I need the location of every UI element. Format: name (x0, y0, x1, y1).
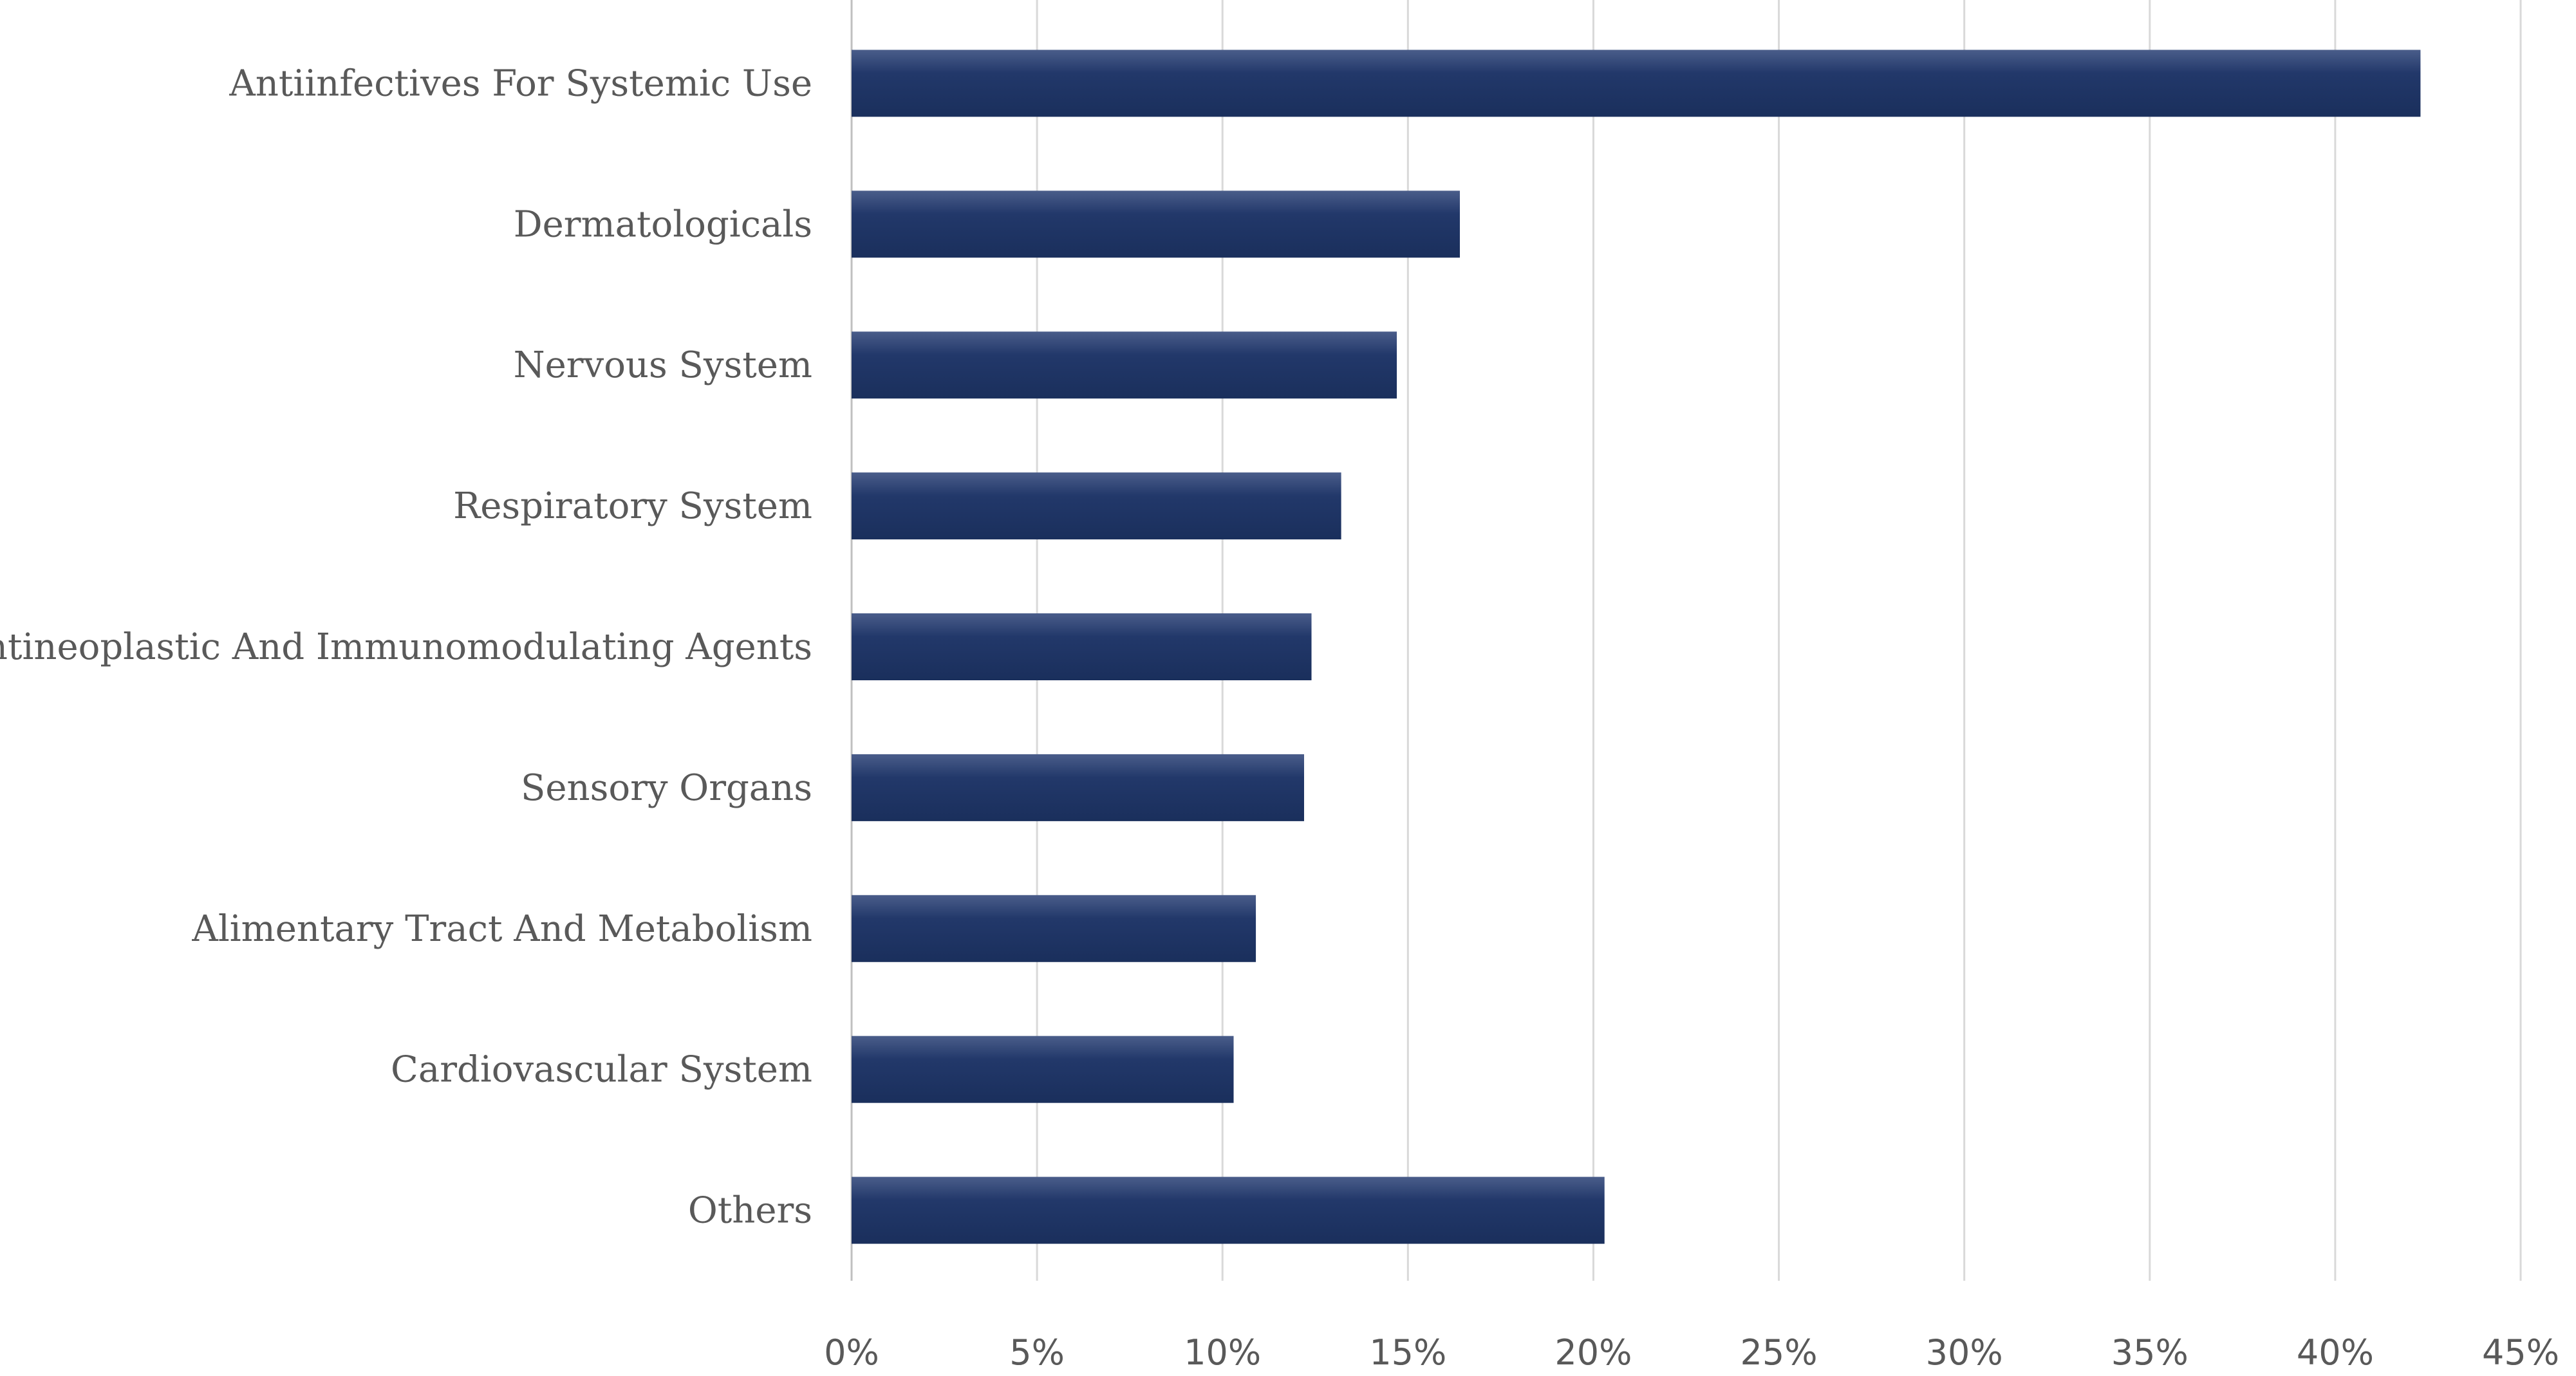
bar (852, 754, 1304, 821)
bar (852, 1176, 1605, 1244)
category-label: Antineoplastic And Immunomodulating Agen… (0, 626, 812, 668)
bar (852, 191, 1461, 258)
bar (852, 895, 1256, 962)
x-tick-label: 5% (1009, 1332, 1065, 1373)
bar (852, 50, 2421, 117)
x-tick-label: 0% (824, 1332, 879, 1373)
x-tick-label: 10% (1184, 1332, 1261, 1373)
category-label: Others (688, 1190, 812, 1232)
x-axis-ticks: 0% 5% 10% 15% 20% 25% 30% 35% 40% 45% (824, 1332, 2559, 1373)
x-tick-label: 20% (1554, 1332, 1632, 1373)
bars (852, 50, 2421, 1244)
bar (852, 331, 1397, 399)
category-label: Cardiovascular System (391, 1049, 812, 1091)
x-tick-label: 30% (1926, 1332, 2003, 1373)
category-label: Sensory Organs (521, 767, 812, 809)
x-tick-label: 35% (2111, 1332, 2189, 1373)
category-label: Respiratory System (453, 485, 812, 527)
x-tick-label: 25% (1741, 1332, 1818, 1373)
category-label: Antiinfectives For Systemic Use (229, 62, 812, 104)
x-tick-label: 45% (2482, 1332, 2559, 1373)
bar (852, 1036, 1234, 1103)
x-tick-label: 15% (1369, 1332, 1446, 1373)
category-label: Nervous System (514, 344, 812, 386)
bar (852, 472, 1341, 540)
category-labels: Antiinfectives For Systemic Use Dermatolo… (0, 62, 812, 1231)
x-tick-label: 40% (2297, 1332, 2374, 1373)
category-label: Dermatologicals (514, 203, 812, 245)
bar (852, 613, 1312, 680)
category-label: Alimentary Tract And Metabolism (191, 908, 812, 950)
